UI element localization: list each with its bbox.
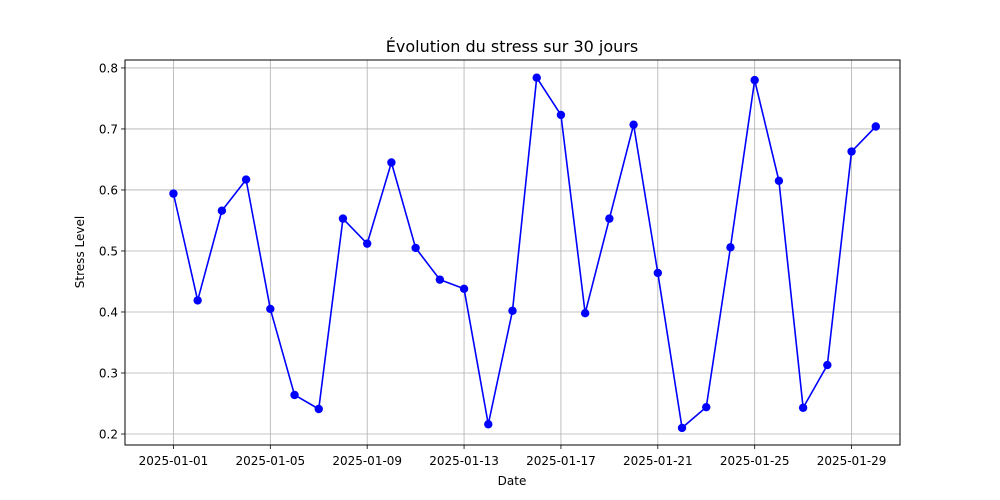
grid	[125, 60, 900, 445]
y-tick-label: 0.8	[99, 61, 118, 75]
data-point	[387, 158, 396, 167]
data-point	[774, 176, 784, 186]
y-tick-label: 0.4	[99, 305, 118, 319]
data-point	[532, 73, 541, 82]
y-tick-label: 0.6	[99, 183, 118, 197]
data-point	[484, 420, 493, 429]
y-tick-label: 0.2	[99, 428, 118, 442]
data-point	[702, 402, 711, 412]
data-point	[629, 120, 638, 129]
data-point	[290, 390, 299, 400]
data-point	[362, 239, 372, 248]
data-point	[847, 147, 856, 156]
x-tick-label: 2025-01-05	[235, 454, 305, 468]
y-axis-ticks: 0.2 0.3 0.4 0.5 0.6 0.7 0.8	[99, 61, 125, 442]
data-point	[266, 304, 275, 314]
chart-title: Évolution du stress sur 30 jours	[386, 37, 638, 56]
data-point	[314, 404, 323, 414]
y-tick-label: 0.7	[99, 122, 118, 136]
data-point	[653, 268, 663, 278]
data-point	[411, 243, 420, 253]
x-tick-label: 2025-01-21	[623, 454, 693, 468]
data-point	[241, 175, 251, 184]
data-point	[750, 75, 759, 85]
data-point	[798, 403, 808, 412]
x-tick-label: 2025-01-17	[526, 454, 596, 468]
y-tick-label: 0.5	[99, 244, 118, 258]
x-axis-label: Date	[498, 474, 527, 488]
data-point	[556, 110, 566, 120]
x-tick-label: 2025-01-13	[429, 454, 499, 468]
x-tick-label: 2025-01-29	[817, 454, 887, 468]
data-point	[338, 214, 348, 223]
data-point	[508, 306, 517, 315]
data-point	[435, 275, 445, 284]
data-point	[605, 214, 614, 223]
y-tick-label: 0.3	[99, 367, 118, 381]
y-axis-label: Stress Level	[73, 216, 87, 288]
data-point	[217, 206, 227, 215]
series-line	[172, 76, 877, 429]
data-series	[169, 73, 880, 433]
x-tick-label: 2025-01-25	[720, 454, 790, 468]
data-point	[169, 189, 178, 198]
x-tick-label: 2025-01-01	[139, 454, 209, 468]
data-point	[677, 423, 687, 433]
data-point	[871, 122, 880, 131]
x-tick-label: 2025-01-09	[332, 454, 402, 468]
data-point	[580, 309, 590, 318]
data-point	[193, 296, 202, 305]
data-point	[726, 243, 735, 252]
x-axis-ticks: 2025-01-01 2025-01-05 2025-01-09 2025-01-13…	[139, 445, 887, 468]
data-point	[823, 360, 832, 370]
plot-frame	[124, 59, 901, 446]
data-point	[459, 284, 469, 294]
